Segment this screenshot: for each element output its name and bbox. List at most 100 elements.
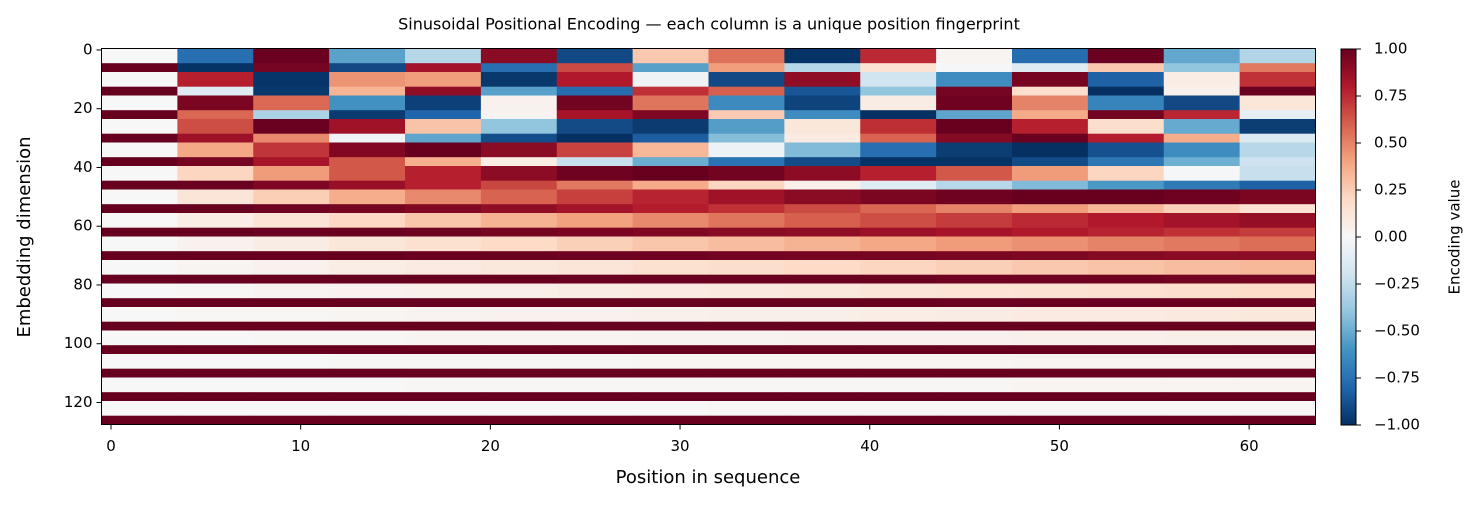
heatmap-cell [177, 189, 254, 205]
heatmap-cell [708, 95, 785, 111]
heatmap-cell [936, 260, 1013, 276]
heatmap-cell [708, 86, 785, 96]
y-tick-label: 0 [83, 40, 93, 58]
heatmap-cell [329, 377, 406, 393]
heatmap-cell [1163, 274, 1241, 284]
heatmap-cell [936, 189, 1013, 205]
heatmap-cell [632, 307, 709, 323]
heatmap-cell [632, 345, 709, 355]
heatmap-cell [101, 251, 178, 261]
heatmap-cell [480, 298, 558, 308]
heatmap-cell [1012, 110, 1089, 120]
heatmap-cell [1163, 260, 1241, 276]
heatmap-cell [1163, 345, 1241, 355]
heatmap-cell [708, 63, 785, 73]
heatmap-cell [1087, 166, 1165, 182]
heatmap-cell [480, 330, 558, 346]
heatmap-cell [1012, 72, 1089, 88]
heatmap-cell [101, 368, 178, 378]
heatmap-cell [177, 283, 254, 299]
heatmap-cell [556, 260, 634, 276]
heatmap-cell [405, 330, 482, 346]
heatmap-cell [1087, 48, 1165, 64]
heatmap-cell [1239, 142, 1316, 158]
heatmap-cell [936, 330, 1013, 346]
heatmap-cell [784, 227, 861, 237]
heatmap-cell [860, 86, 937, 96]
heatmap-cell [632, 283, 709, 299]
heatmap-cell [784, 119, 861, 135]
heatmap-cell [632, 274, 709, 284]
heatmap-cell [405, 72, 482, 88]
heatmap-cell [860, 213, 937, 229]
heatmap-cell [556, 345, 634, 355]
heatmap-cell [253, 392, 330, 402]
heatmap-cell [936, 236, 1013, 252]
heatmap-cell [329, 63, 406, 73]
heatmap-cell [784, 392, 861, 402]
heatmap-cell [480, 236, 558, 252]
heatmap-cell [177, 180, 254, 190]
heatmap-cell [784, 110, 861, 120]
heatmap-cell [177, 392, 254, 402]
heatmap-cell [253, 157, 330, 167]
heatmap-cell [101, 48, 178, 64]
heatmap-cell [860, 119, 937, 135]
heatmap-cell [556, 307, 634, 323]
heatmap-cell [101, 415, 178, 425]
heatmap-cell [1239, 260, 1316, 276]
heatmap-cell [253, 189, 330, 205]
heatmap-cell [936, 321, 1013, 331]
heatmap-cell [936, 72, 1013, 88]
heatmap-cell [1087, 298, 1165, 308]
heatmap-cell [708, 72, 785, 88]
heatmap-cell [405, 119, 482, 135]
heatmap-cell [480, 260, 558, 276]
heatmap-cell [480, 213, 558, 229]
heatmap-cell [480, 274, 558, 284]
heatmap-cell [1239, 157, 1316, 167]
heatmap-cell [1087, 345, 1165, 355]
heatmap-cell [1087, 63, 1165, 73]
heatmap-cell [1239, 189, 1316, 205]
heatmap-cell [177, 274, 254, 284]
heatmap-cell [329, 283, 406, 299]
heatmap-cell [405, 204, 482, 214]
heatmap-cell [480, 354, 558, 370]
heatmap-cell [1239, 368, 1316, 378]
heatmap-cell [480, 86, 558, 96]
x-axis-label: Position in sequence [616, 467, 801, 488]
heatmap-cell [405, 283, 482, 299]
heatmap-cell [405, 377, 482, 393]
heatmap-cell [632, 48, 709, 64]
heatmap-cell [1239, 180, 1316, 190]
heatmap-cell [556, 63, 634, 73]
heatmap-cell [632, 321, 709, 331]
heatmap-cell [556, 157, 634, 167]
heatmap-cell [708, 298, 785, 308]
heatmap-cell [1239, 110, 1316, 120]
heatmap-cell [936, 133, 1013, 143]
heatmap-cell [556, 213, 634, 229]
heatmap-cell [1012, 227, 1089, 237]
heatmap-cell [1087, 354, 1165, 370]
heatmap-cell [936, 354, 1013, 370]
heatmap-cell [1163, 307, 1241, 323]
heatmap-cell [405, 415, 482, 425]
heatmap-cell [708, 354, 785, 370]
heatmap-cell [101, 227, 178, 237]
heatmap-cell [1087, 368, 1165, 378]
heatmap-cell [936, 204, 1013, 214]
heatmap-cell [632, 298, 709, 308]
heatmap-cell [860, 110, 937, 120]
heatmap-cell [556, 377, 634, 393]
heatmap-cell [556, 392, 634, 402]
colorbar-tick-label: −1.00 [1374, 416, 1420, 434]
heatmap-cell [405, 321, 482, 331]
heatmap-cell [329, 321, 406, 331]
heatmap-cell [708, 166, 785, 182]
heatmap-cell [405, 274, 482, 284]
heatmap-cell [329, 204, 406, 214]
